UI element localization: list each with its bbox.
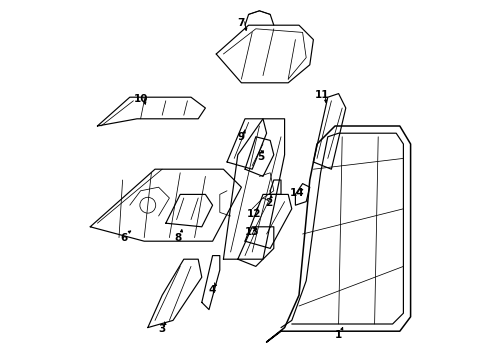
Text: 4: 4 [209,285,216,295]
Text: 7: 7 [238,18,245,28]
Text: 14: 14 [290,188,304,198]
Text: 13: 13 [245,227,259,237]
Text: 1: 1 [335,330,342,340]
Text: 2: 2 [265,198,272,208]
Text: 11: 11 [315,90,330,100]
Text: 6: 6 [121,233,128,243]
Text: 8: 8 [175,233,182,243]
Text: 5: 5 [258,152,265,162]
Text: 3: 3 [159,324,166,334]
Text: 12: 12 [247,209,261,219]
Text: 10: 10 [133,94,148,104]
Text: 9: 9 [238,132,245,142]
